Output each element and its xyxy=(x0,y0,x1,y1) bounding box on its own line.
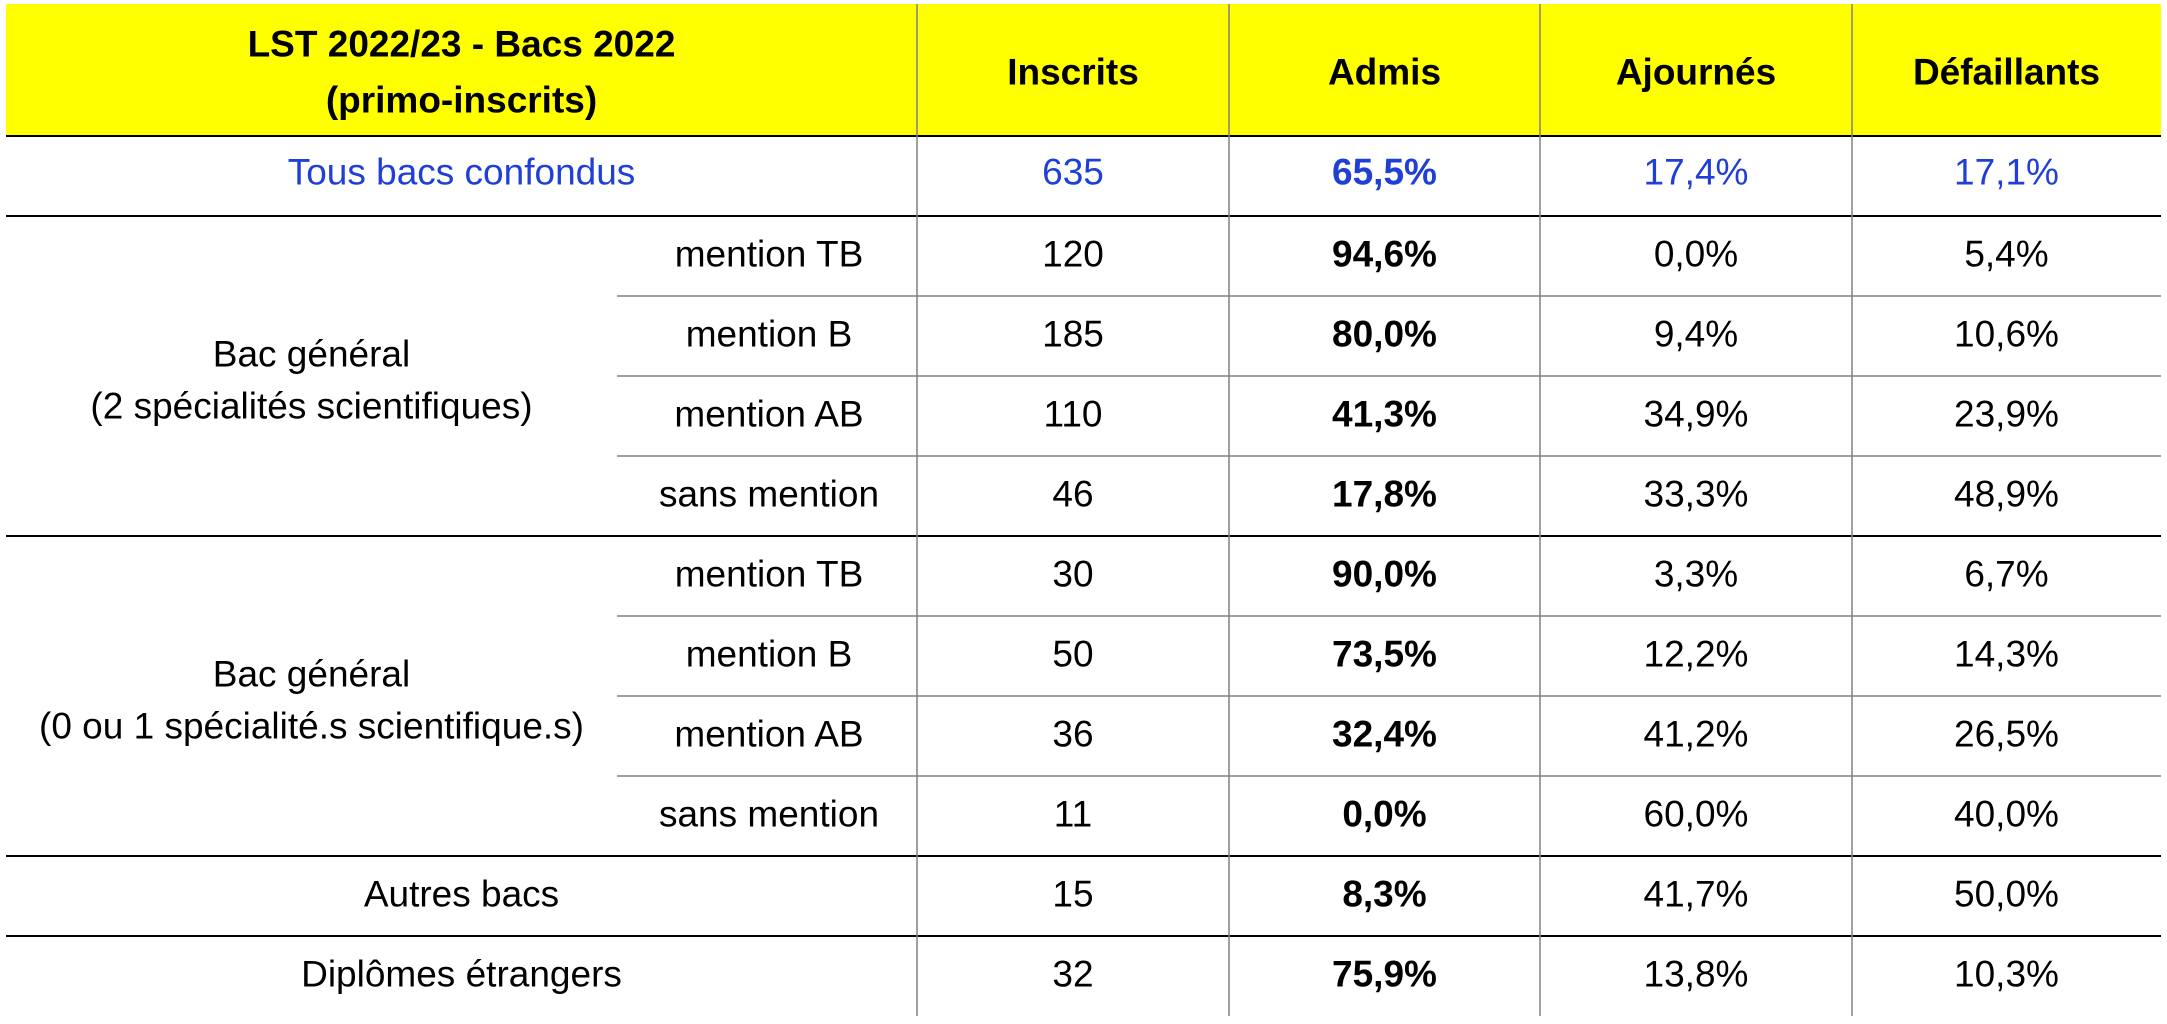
column-header: Admis xyxy=(1328,52,1441,93)
header-subtitle: (primo-inscrits) xyxy=(326,80,597,121)
table-cell: 34,9% xyxy=(1644,394,1749,435)
table-cell: 50,0% xyxy=(1954,874,2059,915)
group-label: Bac général xyxy=(213,654,410,695)
table-cell: 12,2% xyxy=(1644,634,1749,675)
table-cell: 10,6% xyxy=(1954,314,2059,355)
table-cell: 9,4% xyxy=(1654,314,1738,355)
table-cell: 75,9% xyxy=(1332,954,1437,995)
table-cell: 73,5% xyxy=(1332,634,1437,675)
table-cell: 46 xyxy=(1052,474,1093,515)
table-cell: 3,3% xyxy=(1654,554,1738,595)
table-cell: 33,3% xyxy=(1644,474,1749,515)
table-cell: 90,0% xyxy=(1332,554,1437,595)
total-row-label: Tous bacs confondus xyxy=(288,152,636,193)
table-cell: 48,9% xyxy=(1954,474,2059,515)
row-sub-label: mention AB xyxy=(674,714,863,755)
row-sub-label: sans mention xyxy=(659,794,879,835)
total-row-value: 635 xyxy=(1042,152,1104,193)
table-cell: 50 xyxy=(1052,634,1093,675)
table-cell: 17,8% xyxy=(1332,474,1437,515)
row-label: Diplômes étrangers xyxy=(301,954,622,995)
table-cell: 13,8% xyxy=(1644,954,1749,995)
group-label: Bac général xyxy=(213,334,410,375)
table-cell: 36 xyxy=(1052,714,1093,755)
table-cell: 110 xyxy=(1044,394,1103,435)
table-cell: 30 xyxy=(1052,554,1093,595)
column-header: Ajournés xyxy=(1616,52,1776,93)
row-sub-label: sans mention xyxy=(659,474,879,515)
total-row-value: 17,1% xyxy=(1954,152,2059,193)
table-cell: 6,7% xyxy=(1964,554,2048,595)
table-cell: 10,3% xyxy=(1954,954,2059,995)
table-cell: 94,6% xyxy=(1332,234,1437,275)
table-cell: 11 xyxy=(1054,794,1092,835)
header-background xyxy=(6,4,2161,136)
header-title: LST 2022/23 - Bacs 2022 xyxy=(248,24,676,65)
table-cell: 120 xyxy=(1042,234,1104,275)
row-sub-label: mention B xyxy=(686,634,853,675)
table-cell: 8,3% xyxy=(1342,874,1426,915)
group-sublabel: (2 spécialités scientifiques) xyxy=(90,386,532,427)
table-cell: 0,0% xyxy=(1342,794,1426,835)
table-cell: 41,7% xyxy=(1644,874,1749,915)
row-label: Autres bacs xyxy=(364,874,559,915)
column-header: Défaillants xyxy=(1913,52,2100,93)
table-cell: 15 xyxy=(1052,874,1093,915)
table-cell: 41,3% xyxy=(1332,394,1437,435)
table-cell: 5,4% xyxy=(1964,234,2048,275)
group-sublabel: (0 ou 1 spécialité.s scientifique.s) xyxy=(39,706,584,747)
row-sub-label: mention AB xyxy=(674,394,863,435)
table-cell: 60,0% xyxy=(1644,794,1749,835)
row-sub-label: mention TB xyxy=(675,554,864,595)
table-cell: 23,9% xyxy=(1954,394,2059,435)
column-header: Inscrits xyxy=(1007,52,1139,93)
row-sub-label: mention B xyxy=(686,314,853,355)
table-cell: 14,3% xyxy=(1954,634,2059,675)
table-cell: 0,0% xyxy=(1654,234,1738,275)
table-cell: 80,0% xyxy=(1332,314,1437,355)
table-cell: 185 xyxy=(1042,314,1104,355)
table-cell: 41,2% xyxy=(1644,714,1749,755)
table-cell: 26,5% xyxy=(1954,714,2059,755)
total-row-value: 17,4% xyxy=(1644,152,1749,193)
table-cell: 40,0% xyxy=(1954,794,2059,835)
table-cell: 32,4% xyxy=(1332,714,1437,755)
row-sub-label: mention TB xyxy=(675,234,864,275)
total-row-value: 65,5% xyxy=(1332,152,1437,193)
table-cell: 32 xyxy=(1052,954,1093,995)
